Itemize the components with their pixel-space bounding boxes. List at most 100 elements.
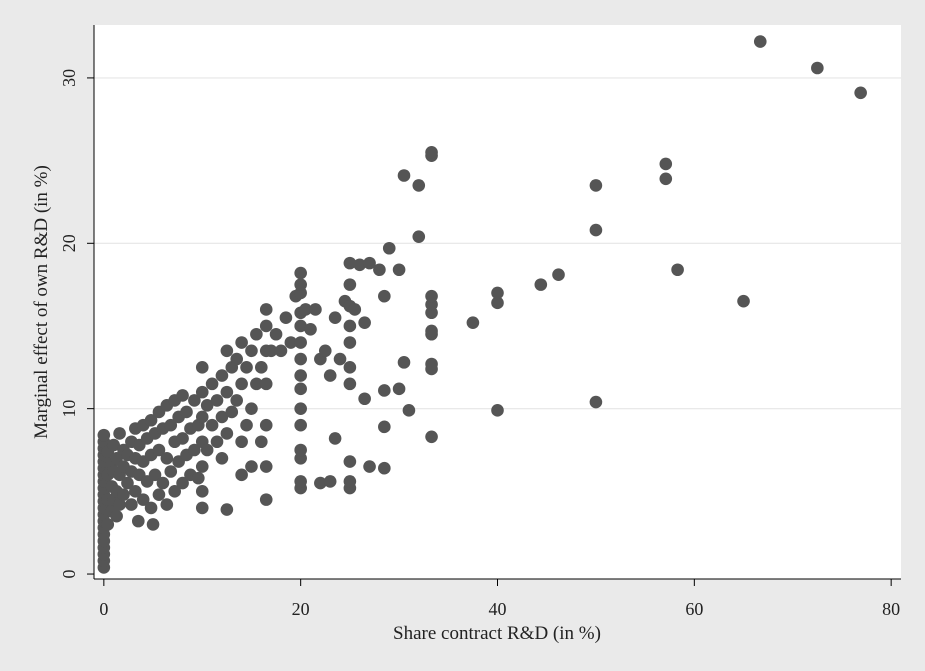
data-point (358, 392, 371, 406)
data-point (148, 468, 162, 482)
data-point (152, 443, 166, 457)
data-point (121, 476, 134, 490)
data-point (392, 263, 406, 277)
x-tick-label: 0 (99, 599, 108, 619)
data-point (378, 384, 391, 397)
data-point (659, 157, 673, 171)
data-point (264, 344, 278, 358)
data-point (294, 418, 307, 432)
data-point (259, 493, 273, 506)
data-point (269, 327, 283, 341)
data-point (589, 179, 603, 192)
data-point (552, 268, 565, 282)
data-point (125, 498, 138, 511)
data-point (235, 336, 248, 349)
x-axis-ticks: 0 20 40 60 80 (99, 579, 900, 619)
data-point (152, 488, 166, 501)
data-point (373, 263, 386, 277)
data-point (534, 278, 548, 291)
data-point (348, 303, 362, 316)
y-tick-label: 10 (59, 400, 79, 418)
data-point (195, 385, 209, 399)
data-point (294, 266, 307, 280)
data-point (671, 263, 684, 277)
data-point (188, 443, 201, 457)
data-point (378, 289, 391, 303)
data-point (210, 435, 224, 449)
x-tick-label: 60 (685, 599, 703, 619)
y-tick-label: 30 (59, 69, 79, 87)
data-point (466, 316, 480, 329)
data-point (117, 488, 130, 501)
data-point (220, 344, 234, 358)
data-point (412, 230, 426, 243)
data-point (353, 258, 367, 272)
data-point (363, 460, 376, 473)
data-point (168, 485, 181, 498)
data-point (314, 476, 327, 490)
data-point (589, 395, 603, 409)
data-point (343, 377, 357, 391)
data-point (294, 319, 307, 333)
data-point (210, 394, 224, 407)
data-point (309, 303, 322, 316)
data-point (284, 336, 298, 349)
data-point (323, 475, 337, 488)
data-point (131, 514, 145, 528)
data-point (160, 451, 174, 465)
data-point (195, 485, 209, 498)
data-point (164, 465, 178, 478)
data-point (144, 501, 158, 515)
data-point (107, 438, 120, 452)
data-point (294, 336, 307, 349)
data-point (240, 361, 253, 374)
data-point (180, 405, 193, 419)
data-point (392, 382, 406, 396)
data-point (230, 352, 244, 366)
data-point (737, 294, 750, 308)
data-point (378, 420, 391, 434)
x-tick-label: 40 (489, 599, 507, 619)
data-point (304, 322, 317, 336)
data-point (97, 428, 111, 442)
y-axis-title: Marginal effect of own R&D (in %) (31, 165, 52, 439)
data-point (164, 418, 178, 432)
data-point (192, 471, 205, 485)
data-point (110, 509, 123, 523)
data-point (195, 501, 209, 515)
data-point (412, 179, 426, 192)
data-point (259, 377, 273, 391)
data-point (129, 485, 142, 498)
data-point (294, 382, 307, 396)
data-point (328, 432, 342, 445)
data-point (176, 432, 189, 445)
data-point (343, 336, 357, 349)
data-point (230, 394, 244, 407)
data-point (343, 475, 357, 488)
data-point (343, 361, 357, 374)
data-point (136, 493, 150, 506)
data-point (294, 475, 307, 488)
data-point (397, 356, 411, 369)
x-tick-label: 80 (882, 599, 900, 619)
data-point (425, 430, 438, 444)
x-axis-title: Share contract R&D (in %) (393, 623, 601, 644)
data-point (225, 405, 239, 419)
data-point (250, 377, 263, 391)
data-point (382, 241, 396, 255)
data-point (491, 296, 504, 310)
y-axis-ticks: 0 10 20 30 (59, 69, 94, 579)
data-point (425, 146, 438, 159)
data-point (176, 476, 189, 490)
data-point (215, 410, 229, 424)
data-point (255, 361, 268, 374)
data-point (205, 377, 219, 391)
data-point (323, 369, 337, 382)
data-point (425, 289, 438, 303)
data-point (343, 319, 357, 333)
data-point (255, 435, 268, 449)
data-point (113, 427, 126, 440)
data-point (205, 418, 219, 432)
data-point (156, 476, 170, 490)
